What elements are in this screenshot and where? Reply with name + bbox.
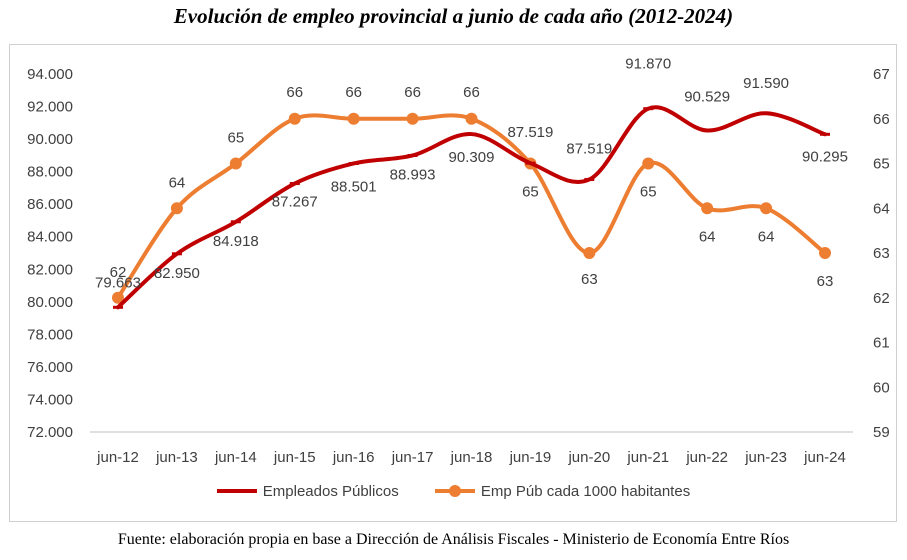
chart-title: Evolución de empleo provincial a junio d…: [173, 4, 734, 28]
x-tick-label: jun-12: [96, 449, 139, 466]
data-label-ratio: 63: [581, 271, 598, 288]
y-left-tick-label: 78.000: [27, 326, 73, 343]
line-chart: 72.000 74.000 76.000 78.000 80.000 82.000 84.0…: [27, 56, 890, 466]
y-right-tick-label: 61: [873, 335, 890, 352]
chart-frame: [9, 44, 897, 522]
legend-item-empleados: Empleados Públicos: [216, 482, 399, 500]
source-note: Fuente: elaboración propia en base a Dir…: [117, 531, 790, 548]
x-tick-label: jun-15: [273, 449, 316, 466]
x-tick-label: jun-16: [332, 449, 375, 466]
y-left-tick-label: 80.000: [27, 294, 73, 311]
data-point-ratio: [701, 202, 714, 215]
y-left-tick-label: 82.000: [27, 261, 73, 278]
series-empleados: [113, 105, 830, 310]
y-right-tick-label: 64: [873, 200, 890, 217]
data-label-empleados: 91.870: [625, 56, 671, 73]
data-point-ratio: [229, 157, 242, 170]
data-label-ratio: 66: [345, 84, 362, 101]
legend: Empleados Públicos Emp Púb cada 1000 hab…: [0, 480, 907, 500]
data-label-ratio: 64: [699, 228, 716, 245]
y-left-tick-label: 92.000: [27, 99, 73, 116]
y-left-tick-label: 76.000: [27, 359, 73, 376]
x-tick-label: jun-20: [567, 449, 610, 466]
data-label-ratio: 66: [404, 84, 421, 101]
x-tick-label: jun-21: [626, 449, 669, 466]
y-left-tick-label: 90.000: [27, 131, 73, 148]
data-point-ratio: [465, 112, 478, 125]
data-label-empleados: 87.519: [507, 124, 553, 141]
data-label-ratio: 62: [110, 264, 127, 281]
legend-label: Empleados Públicos: [262, 482, 399, 500]
x-tick-label: jun-23: [744, 449, 787, 466]
data-label-empleados: 90.529: [684, 88, 730, 105]
data-point-ratio: [760, 202, 773, 215]
y-right-tick-label: 59: [873, 424, 890, 441]
y-left-tick-label: 84.000: [27, 229, 73, 246]
legend-line-dot-icon: [434, 485, 475, 497]
data-label-empleados: 90.295: [802, 148, 848, 165]
data-label-ratio: 65: [522, 184, 539, 201]
y-right-tick-label: 67: [873, 66, 890, 83]
series-line-ratio: [116, 113, 827, 300]
x-tick-label: jun-14: [214, 449, 257, 466]
data-point-ratio: [583, 247, 596, 259]
y-left-tick-label: 94.000: [27, 66, 73, 83]
y-left-tick-label: 74.000: [27, 391, 73, 408]
legend-label: Emp Púb cada 1000 habitantes: [480, 482, 691, 500]
x-tick-label: jun-13: [155, 449, 198, 466]
data-point-ratio: [406, 112, 419, 125]
x-tick-label: jun-18: [450, 449, 493, 466]
x-tick-label: jun-19: [509, 449, 552, 466]
y-right-tick-label: 63: [873, 245, 890, 262]
legend-line-icon: [216, 489, 257, 493]
series-line-empleados: [116, 105, 827, 310]
data-label-ratio: 66: [286, 84, 303, 101]
data-point-ratio: [642, 157, 655, 170]
axes: 72.000 74.000 76.000 78.000 80.000 82.000 84.0…: [27, 66, 890, 466]
x-tick-label: jun-22: [685, 449, 728, 466]
series-ratio: [112, 112, 831, 304]
data-label-ratio: 64: [169, 174, 186, 191]
y-right-tick-label: 62: [873, 290, 890, 307]
y-right-tick-label: 66: [873, 111, 890, 128]
data-point-ratio: [819, 247, 831, 259]
data-label-empleados: 87.267: [272, 194, 318, 211]
data-label-empleados: 91.590: [743, 75, 789, 92]
data-label-empleados: 79.663: [95, 274, 141, 291]
y-left-tick-label: 72.000: [27, 424, 73, 441]
data-labels: 79.663 82.950 84.918 87.267 88.501 88.993 90.3…: [95, 56, 848, 292]
data-label-ratio: 65: [640, 184, 657, 201]
data-label-empleados: 88.501: [331, 178, 377, 195]
y-right-tick-label: 65: [873, 156, 890, 173]
y-right-tick-label: 60: [873, 379, 890, 396]
y-left-tick-label: 86.000: [27, 196, 73, 213]
data-label-ratio: 63: [817, 273, 834, 290]
data-label-empleados: 88.993: [390, 166, 436, 183]
data-point-ratio: [112, 291, 124, 304]
data-label-empleados: 87.519: [566, 140, 612, 157]
legend-item-ratio: Emp Púb cada 1000 habitantes: [434, 482, 691, 500]
data-point-ratio: [347, 112, 360, 125]
y-left-tick-label: 88.000: [27, 164, 73, 181]
data-label-empleados: 84.918: [213, 233, 259, 250]
data-label-ratio: 66: [463, 84, 480, 101]
x-tick-label: jun-17: [391, 449, 434, 466]
data-point-ratio: [288, 112, 301, 125]
x-tick-label: jun-24: [803, 449, 846, 466]
data-label-ratio: 65: [227, 130, 244, 147]
data-label-empleados: 90.309: [449, 149, 495, 166]
data-label-ratio: 64: [758, 228, 775, 245]
data-point-ratio: [170, 202, 183, 215]
legend-dot-icon: [448, 485, 461, 497]
data-label-empleados: 82.950: [154, 265, 200, 282]
